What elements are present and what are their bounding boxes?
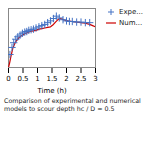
svg-text:1: 1 — [35, 75, 39, 83]
html-text:Expe...: Expe... — [119, 8, 143, 16]
svg-text:0: 0 — [6, 75, 10, 83]
svg-text:2.5: 2.5 — [75, 75, 86, 83]
html-text:Comparison of experimental and: Comparison of experimental and numerical… — [4, 97, 141, 112]
svg-text:2: 2 — [64, 75, 68, 83]
svg-text:Time (h): Time (h) — [36, 87, 67, 95]
svg-text:3: 3 — [93, 75, 97, 83]
svg-text:0.5: 0.5 — [17, 75, 28, 83]
svg-text:1.5: 1.5 — [46, 75, 57, 83]
html-text:Num...: Num... — [119, 19, 143, 27]
